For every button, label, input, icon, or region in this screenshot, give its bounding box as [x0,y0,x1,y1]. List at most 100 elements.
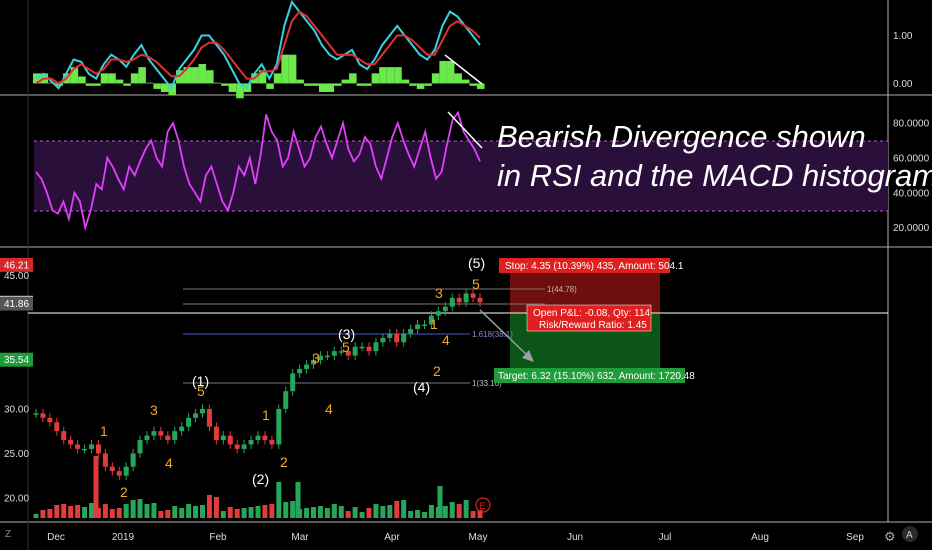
rsi-line [35,110,481,232]
price-axis-tick: 30.00 [4,404,29,415]
macd-histogram-bar [288,54,297,84]
candle-body [331,351,337,356]
wave-label: 4 [442,332,450,348]
candle-body [95,444,101,454]
macd-histogram-bar [198,64,207,84]
candle-body [449,297,455,307]
fib-label-mid: 1.618(38.1) [472,330,513,339]
volume-bar [276,482,282,518]
price-tag-label: 41.86 [4,299,29,310]
volume-bar [442,506,448,518]
x-axis-tick: Jul [659,532,672,543]
price-panel [33,288,483,481]
macd-histogram-bar [153,83,161,89]
candle-body [456,297,462,303]
pnl-box [526,304,652,332]
wave-label: (4) [413,379,430,395]
macd-histogram-bar [334,83,342,86]
volume-bar [415,510,421,518]
volume-bar [123,504,129,518]
candle-body [262,435,268,441]
wave-label: 5 [472,276,480,292]
price-tag-label: 46.21 [4,260,29,271]
x-axis-tick: Apr [384,532,400,543]
volume-bar [408,511,414,518]
volume-bar [345,511,351,518]
macd-histogram-bar [326,83,335,93]
candle-body [380,337,386,343]
volume-bar [82,507,88,518]
candle-body [338,351,344,353]
volume-bar [394,501,400,518]
volume-bar [373,504,379,518]
macd-axis-tick: 1.00 [893,31,913,42]
macd-histogram-bar [469,83,477,86]
volume-bar [331,504,337,518]
volume-bar [193,506,199,518]
rr-label: Risk/Reward Ratio: 1.45 [539,320,647,331]
annotation-line-2: in RSI and the MACD histogram [497,158,932,193]
volume-bar [89,503,94,518]
macd-histogram-bar [379,67,387,84]
candle-body [408,328,414,334]
price-axis-tick: 45.00 [4,271,29,282]
macd-histogram-bar [273,73,282,84]
volume-bar [47,509,53,518]
volume-bar [144,504,150,518]
wave-labels-orange: 1 2 3 4 5 1 2 3 4 5 1 2 3 4 5 [100,276,480,500]
price-tag [0,257,33,272]
candle-body [172,431,178,441]
x-axis-tick: Dec [47,532,65,543]
volume-bar [437,486,443,518]
macd-histogram-bar [108,73,116,84]
wave-label: 2 [280,454,288,470]
volume-bar [200,505,205,518]
auto-scale-button[interactable] [902,526,918,542]
x-axis: Dec 2019 Feb Mar Apr May Jun Jul Aug Sep [47,532,864,543]
candle-body [359,346,365,349]
volume-bar [241,508,247,518]
rsi-axis-tick: 40.0000 [893,188,930,199]
macd-histogram-bar [78,76,86,84]
rsi-axis-tick: 60.0000 [893,153,930,164]
volume-bar [165,510,171,518]
fib-label-upper: 1(44.78) [547,285,577,294]
candle-body [470,293,476,298]
macd-histogram-bar [386,67,395,84]
gear-icon[interactable]: ⚙ [884,530,896,545]
earnings-marker[interactable] [475,497,491,513]
candle-body [186,417,192,427]
wave-label: 5 [197,383,205,399]
wave-label: (1) [192,373,209,389]
macd-histogram-bar [409,83,417,86]
left-corner-icon[interactable]: Z [5,529,11,540]
candle-body [345,351,351,356]
projection-arrow [479,309,534,362]
volume-bar [234,509,240,518]
fib-levels: 1(44.78) 1.618(38.1) 1(33.16) [183,285,577,388]
candle-body [241,444,247,449]
volume-bar [227,507,233,518]
volume-bar [130,500,136,518]
wave-label: (5) [468,255,485,271]
earnings-marker-label: E [480,501,486,511]
wave-labels-white: (1) (2) (3) (4) (5) [192,255,485,487]
volume-bar [449,502,455,518]
volume-bar [248,507,254,518]
candle-body [213,426,219,441]
candle-body [137,440,143,454]
candle-body [428,315,434,325]
volume-bar [317,506,323,518]
wave-label: 2 [120,484,128,500]
volume-bar [283,502,289,518]
wave-label: 3 [150,402,158,418]
candle-body [82,448,88,451]
macd-histogram-bar [303,83,312,86]
target-label-bg [494,368,685,383]
target-label: Target: 6.32 (15.10%) 632, Amount: 1720.… [498,371,695,382]
volume-bar [338,506,344,518]
wave-label: (2) [252,471,269,487]
volume-bar [311,507,316,518]
macd-histogram-bar [424,83,432,86]
